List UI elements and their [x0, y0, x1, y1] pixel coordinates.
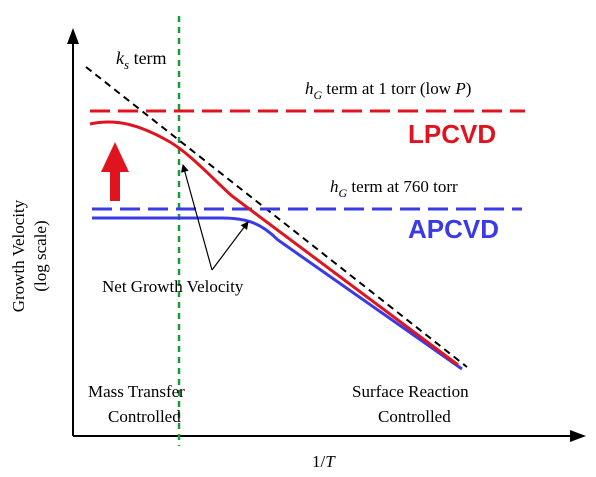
- pressure-decrease-arrow-icon: [101, 142, 129, 201]
- apcvd-net-growth-curve: [92, 216, 463, 371]
- y-axis-label-line1: Growth Velocity: [9, 199, 28, 312]
- x-axis-arrowhead: [570, 430, 586, 442]
- lpcvd-net-growth-curve: [89, 120, 459, 367]
- net-growth-pointer-blue: [211, 221, 249, 271]
- net-growth-velocity-label: Net Growth Velocity: [102, 277, 244, 296]
- y-axis-label-line2: (log scale): [31, 220, 50, 291]
- ks-term-label: ks term: [116, 48, 167, 72]
- ks-term-line: [85, 66, 468, 368]
- net-growth-pointer-red: [181, 164, 213, 271]
- apcvd-label: APCVD: [408, 214, 499, 244]
- hg-low-pressure-label: hG term at 1 torr (low P): [305, 79, 471, 102]
- hg-atmospheric-label: hG term at 760 torr: [330, 177, 458, 200]
- surface-reaction-label-line1: Surface Reaction: [352, 382, 469, 401]
- surface-reaction-label-line2: Controlled: [378, 407, 451, 426]
- mass-transfer-label-line2: Controlled: [108, 407, 181, 426]
- x-axis-label: 1/T: [312, 452, 336, 471]
- mass-transfer-label-line1: Mass Transfer: [88, 382, 185, 401]
- lpcvd-label: LPCVD: [408, 119, 496, 149]
- y-axis-arrowhead: [67, 28, 79, 44]
